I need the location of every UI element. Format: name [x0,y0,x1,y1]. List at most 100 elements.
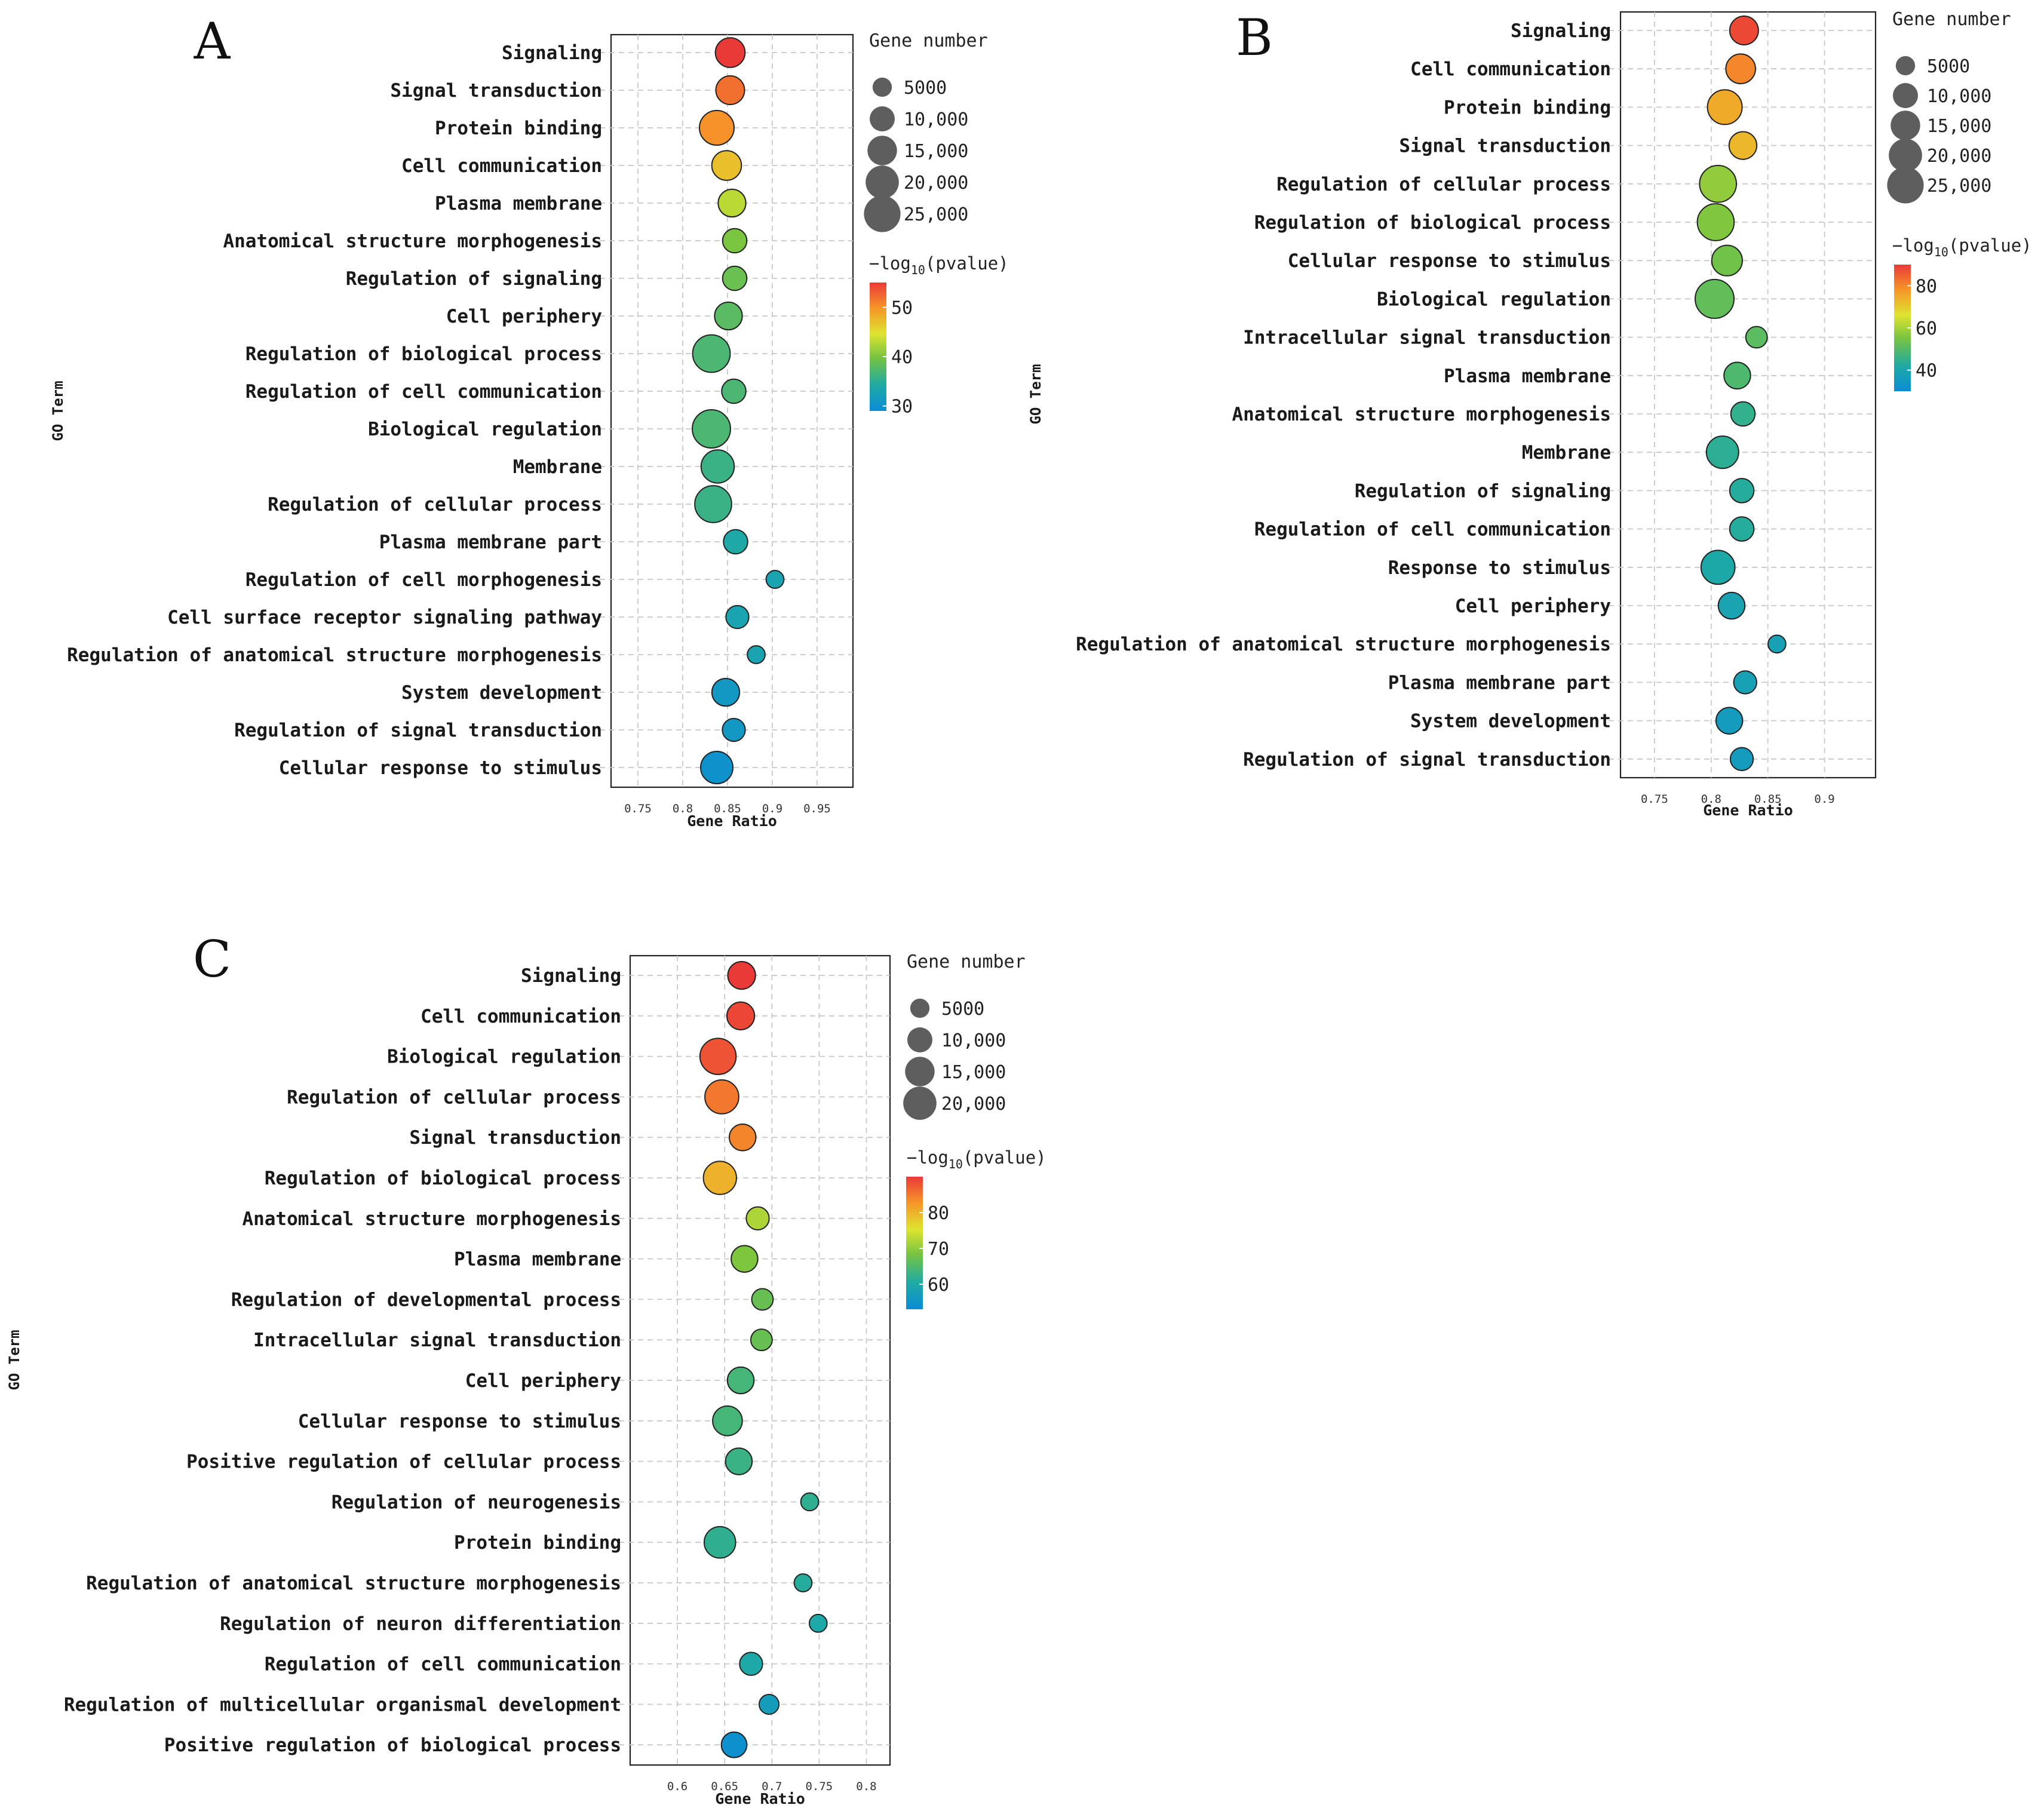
go-term-label: Signaling [502,42,602,64]
go-term-label: Regulation of anatomical structure morph… [86,1573,621,1594]
plot-frame [610,33,854,788]
size-legend-label: 20,000 [1927,146,1991,167]
data-point [720,1731,748,1758]
size-legend-title: Gene number [1892,9,2011,30]
go-term-label: Regulation of cell morphogenesis [245,569,602,591]
go-term-label: Cell surface receptor signaling pathway [167,607,602,628]
size-legend-label: 25,000 [904,204,968,225]
data-point [1707,89,1743,125]
color-legend-title: −log10(pvalue) [869,253,1009,277]
go-term-label: Plasma membrane part [379,532,602,553]
go-term-label: Biological regulation [368,419,602,440]
go-term-label: Regulation of signaling [346,268,602,290]
size-legend-marker [866,165,899,199]
go-term-label: Signal transduction [390,80,602,102]
x-axis-label: Gene Ratio [1703,802,1793,819]
panel-letter: C [193,930,231,989]
data-point [721,378,747,404]
size-legend-label: 5000 [1927,56,1970,77]
x-tick-label: 0.85 [1754,793,1782,806]
size-legend-label: 5000 [941,999,984,1020]
data-point [1745,326,1768,349]
go-term-label: Plasma membrane [1444,366,1611,387]
size-legend-title: Gene number [907,951,1026,972]
x-axis-label: Gene Ratio [715,1790,805,1807]
data-point [726,1366,755,1395]
size-legend-marker [1889,139,1922,172]
data-point [699,750,734,785]
data-point [1729,747,1754,771]
go-term-label: Regulation of anatomical structure morph… [1076,634,1611,655]
data-point [725,1447,753,1475]
y-axis-label: GO Term [50,380,66,441]
data-point [793,1573,813,1592]
size-legend-marker [1887,167,1924,204]
data-point [1723,361,1751,390]
data-point [1729,478,1755,504]
data-point [717,188,747,218]
panel-b: B 0.75 0.8 0.85 0.9 Signaling Cell communicati… [1027,8,2032,819]
data-point [714,37,746,68]
x-tick-label: 0.65 [711,1780,738,1793]
data-point [728,1123,757,1152]
x-tick-label: 0.9 [1814,793,1834,806]
data-point [711,150,742,181]
go-term-label: Regulation of developmental process [231,1289,621,1310]
data-point [808,1613,828,1633]
go-term-label: Intracellular signal transduction [1243,327,1611,349]
data-point [1733,670,1757,695]
color-bar-tick-label: 40 [891,347,913,368]
size-legend-label: 10,000 [941,1030,1006,1051]
go-term-label: Signal transduction [409,1127,621,1149]
go-term-label: Regulation of multicellular organismal d… [64,1694,621,1715]
go-term-label: Regulation of signaling [1355,480,1611,502]
color-bar [870,283,886,411]
data-point [712,1405,743,1437]
go-term-label: Anatomical structure morphogenesis [1232,404,1611,425]
go-term-label: Intracellular signal transduction [253,1330,621,1351]
data-point [704,1079,739,1115]
x-tick-label: 0.7 [762,1780,782,1793]
go-term-label: Biological regulation [387,1046,621,1068]
color-bar [906,1177,923,1309]
data-point [1729,516,1755,542]
color-bar-tick-label: 30 [891,397,913,418]
plot-frame [1619,11,1877,779]
data-point [698,109,735,146]
size-legend-marker [864,195,901,232]
panel-letter: A [194,12,231,70]
data-point [703,1526,736,1559]
data-point [745,1206,770,1230]
y-axis-label: GO Term [1027,364,1044,424]
go-term-label: Regulation of biological process [265,1168,621,1189]
go-term-label: Protein binding [454,1532,621,1554]
data-point [1700,550,1736,585]
data-point [1767,634,1787,654]
color-bar-tick-label: 60 [1916,318,1937,339]
size-legend-label: 15,000 [1927,116,1991,137]
color-legend-title: −log10(pvalue) [1892,235,2032,259]
panel-letter: B [1236,8,1273,67]
data-point [747,645,766,664]
size-legend-label: 15,000 [904,141,968,162]
x-tick-label: 0.75 [1641,793,1668,806]
data-point [1705,435,1739,469]
panel-a: A 0.75 0.8 0.85 0.9 0.95 Signaling Signal trans… [50,12,1009,830]
go-term-label: Cell periphery [446,306,602,327]
color-bar-tick-label: 80 [928,1203,949,1224]
go-term-label: Signaling [1511,20,1611,42]
color-bar-tick-label: 40 [1916,361,1937,382]
size-legend-label: 10,000 [1927,86,1991,107]
panel-c: C 0.6 0.65 0.7 0.75 0.8 Signaling Cell communic… [6,930,1046,1807]
color-bar-tick-label: 80 [1916,276,1937,297]
go-term-label: Regulation of cell communication [245,381,602,403]
go-term-label: Plasma membrane part [1388,672,1611,693]
x-tick-label: 0.75 [805,1780,833,1793]
size-legend-label: 5000 [904,78,947,99]
go-term-label: Protein binding [1444,97,1611,118]
color-bar-tick-label: 60 [928,1275,949,1296]
x-tick-label: 0.6 [667,1780,688,1793]
go-term-label: Signaling [521,965,621,987]
plot-frame [629,954,891,1766]
data-point [765,570,785,589]
